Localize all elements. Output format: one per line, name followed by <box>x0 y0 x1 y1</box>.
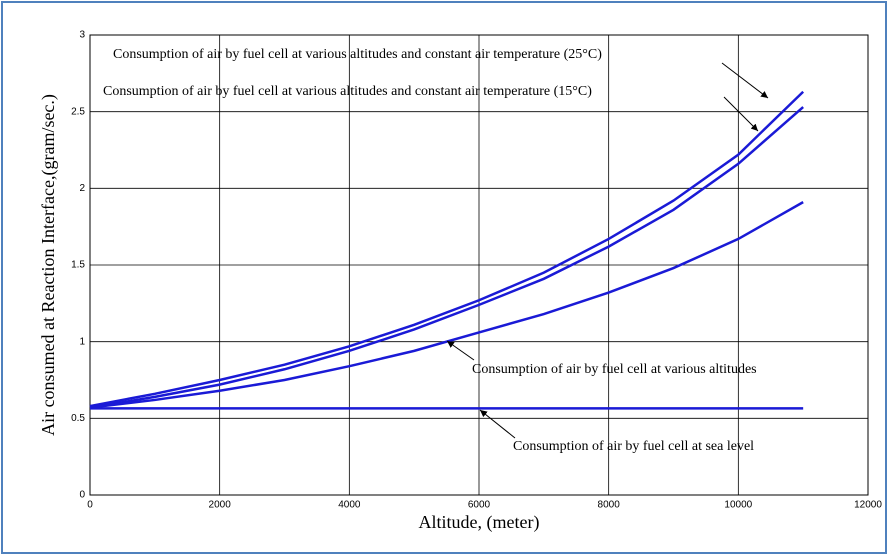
x-tick-label: 4000 <box>338 500 361 511</box>
x-tick-label: 8000 <box>598 500 621 511</box>
x-tick-label: 2000 <box>209 500 232 511</box>
series-line <box>89 201 804 409</box>
annotation-arrow <box>446 340 475 361</box>
annotation: Consumption of air by fuel cell at vario… <box>472 362 757 377</box>
y-tick-label: 1 <box>79 336 85 347</box>
annotation: Consumption of air by fuel cell at sea l… <box>513 439 754 454</box>
series-line <box>89 90 805 408</box>
y-tick-label: 1.5 <box>71 260 85 271</box>
x-axis-label: Altitude, (meter) <box>419 512 540 533</box>
y-tick-label: 2 <box>79 183 85 194</box>
x-tick-label: 6000 <box>468 500 491 511</box>
plot-border <box>89 34 869 496</box>
x-tick-label: 12000 <box>854 500 882 511</box>
annotation-arrow <box>723 96 759 132</box>
y-axis-label: Air consumed at Reaction Interface,(gram… <box>38 94 59 436</box>
x-tick-label: 0 <box>87 500 93 511</box>
annotation: Consumption of air by fuel cell at vario… <box>113 47 602 62</box>
series-line <box>89 106 804 409</box>
y-tick-label: 0.5 <box>71 413 85 424</box>
annotation: Consumption of air by fuel cell at vario… <box>103 84 592 99</box>
x-tick-label: 10000 <box>724 500 752 511</box>
y-tick-label: 3 <box>79 30 85 41</box>
annotation-arrow <box>721 62 769 99</box>
y-tick-label: 0 <box>79 490 85 501</box>
annotation-arrow <box>479 409 516 439</box>
y-tick-label: 2.5 <box>71 106 85 117</box>
